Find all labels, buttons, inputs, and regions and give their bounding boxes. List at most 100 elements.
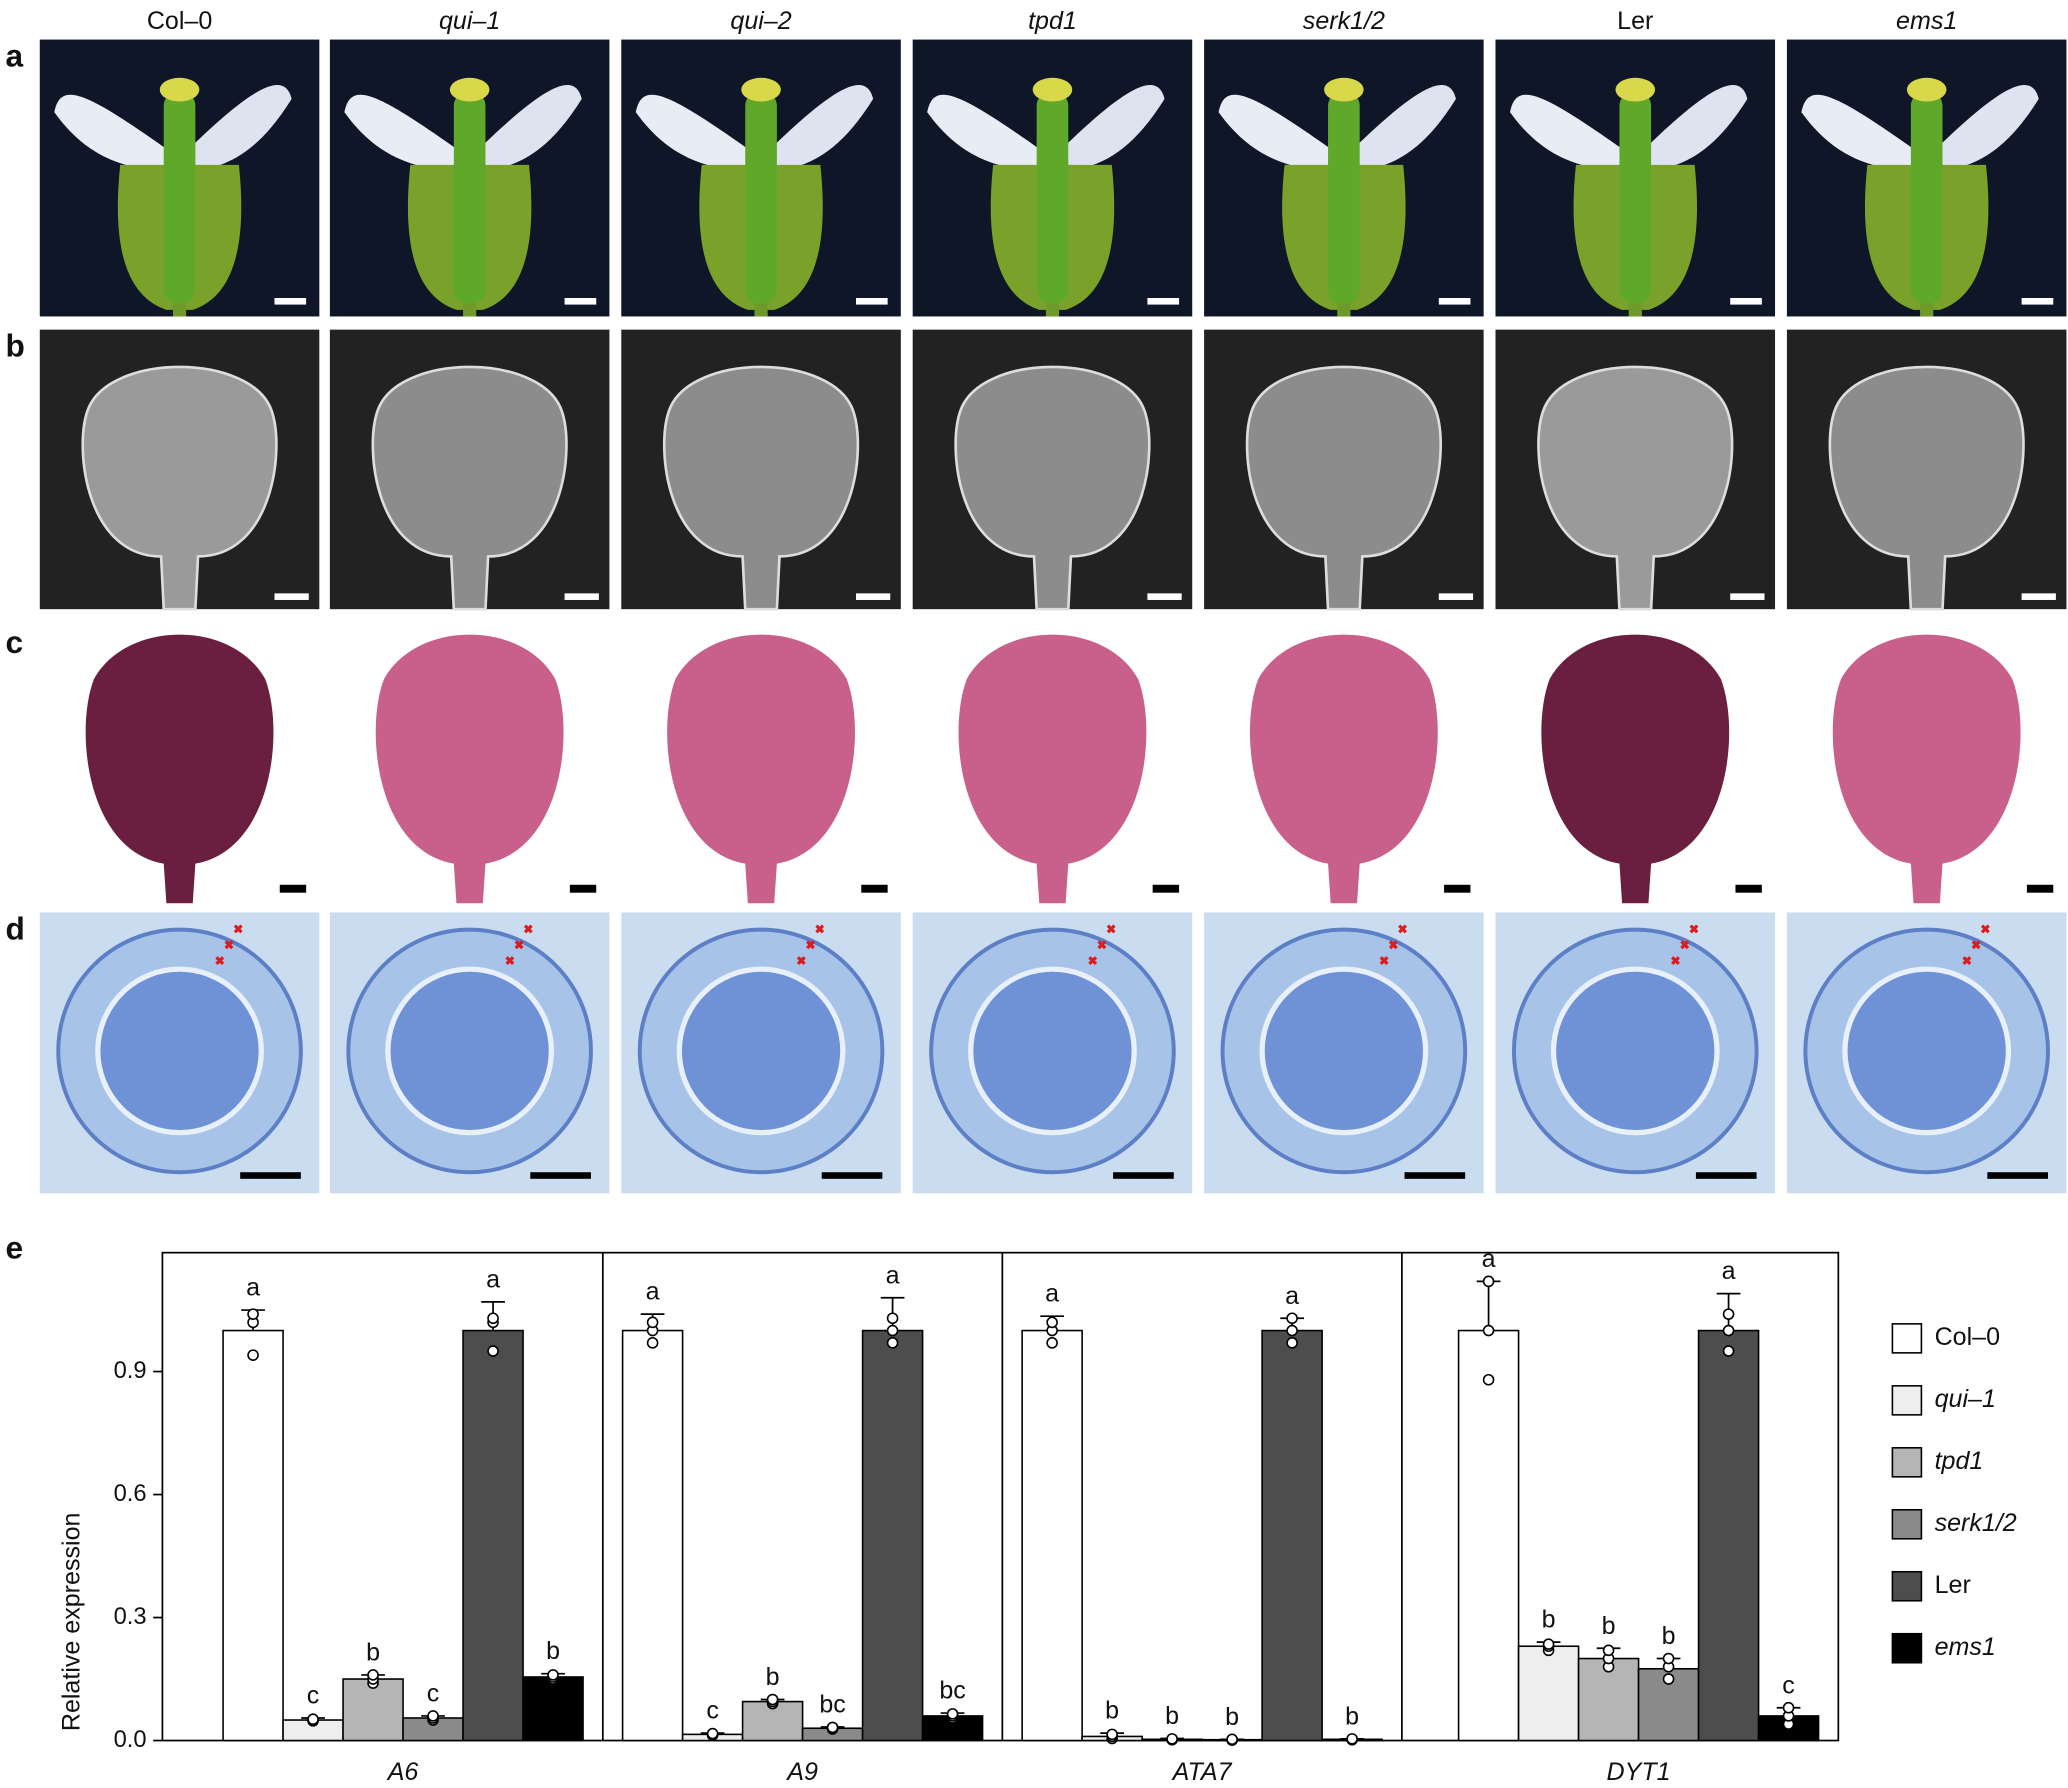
data-point <box>706 1727 719 1740</box>
stigma <box>449 77 490 102</box>
petal <box>179 84 292 172</box>
x-category-label: ATA7 <box>1171 1758 1233 1786</box>
data-point <box>1722 1345 1735 1357</box>
scale-bar <box>1438 593 1474 600</box>
significance-letter: c <box>307 1682 320 1710</box>
data-point <box>1046 1337 1058 1349</box>
anther <box>81 365 278 611</box>
pistil <box>163 92 196 304</box>
y-tick-label: 0.3 <box>114 1604 147 1630</box>
data-point <box>1226 1733 1238 1746</box>
scale-bar <box>1444 884 1471 893</box>
data-point <box>1542 1638 1555 1650</box>
significance-letter: b <box>1105 1697 1119 1725</box>
significance-letter: a <box>1045 1280 1059 1308</box>
y-tick-label: 0.9 <box>114 1358 147 1384</box>
column-label: Col–0 <box>147 7 212 35</box>
stigma <box>1615 77 1656 102</box>
significance-letter: a <box>1285 1282 1299 1310</box>
bar <box>1261 1329 1323 1742</box>
pistil <box>745 92 777 304</box>
data-point <box>1166 1733 1178 1745</box>
petal <box>1510 94 1636 172</box>
petal <box>927 94 1053 172</box>
data-point <box>1662 1652 1675 1665</box>
legend-swatch <box>1891 1508 1923 1540</box>
bar <box>861 1329 924 1742</box>
significance-letter: b <box>1542 1606 1556 1634</box>
pistil <box>1910 92 1943 304</box>
column-label: tpd1 <box>1028 7 1077 35</box>
stalk <box>754 303 768 317</box>
significance-letter: b <box>766 1663 780 1691</box>
stained-anther <box>958 634 1147 904</box>
data-point <box>367 1669 379 1681</box>
y-axis-label: Relative expression <box>57 1513 85 1732</box>
error-bar <box>1476 1280 1501 1331</box>
stained-anther <box>1249 634 1438 904</box>
data-point <box>1602 1644 1615 1657</box>
stained-anther <box>85 634 274 904</box>
petal <box>1218 94 1344 172</box>
pistil <box>1328 92 1360 304</box>
pistil <box>453 92 486 304</box>
scale-bar <box>1152 884 1180 893</box>
petal <box>761 84 874 172</box>
legend-swatch <box>1891 1385 1923 1416</box>
scale-bar <box>1695 1172 1757 1179</box>
data-point <box>1286 1312 1298 1325</box>
stalk <box>1045 303 1060 317</box>
data-point <box>1286 1324 1298 1337</box>
petal <box>344 94 470 172</box>
stigma <box>1324 77 1364 102</box>
panel-letter: d <box>6 910 25 946</box>
data-point <box>646 1316 659 1329</box>
data-point <box>487 1345 499 1357</box>
data-point <box>766 1693 779 1706</box>
anther <box>954 365 1151 611</box>
stigma <box>1906 77 1947 102</box>
data-point <box>826 1721 839 1734</box>
stained-anther <box>375 634 564 904</box>
data-point <box>487 1312 499 1325</box>
anther <box>1537 365 1734 611</box>
legend-label: serk1/2 <box>1935 1509 2017 1537</box>
anther <box>1245 365 1442 611</box>
panel-letter: b <box>6 327 25 363</box>
significance-letter: a <box>886 1261 900 1289</box>
anther <box>371 365 568 611</box>
bar <box>1517 1645 1580 1742</box>
scale-bar <box>1735 884 1762 893</box>
stalk <box>1337 303 1351 317</box>
significance-letter: a <box>646 1278 660 1306</box>
scale-bar <box>1987 1172 2048 1179</box>
column-label: qui–2 <box>730 7 791 35</box>
data-point <box>427 1710 439 1722</box>
data-point <box>1722 1308 1735 1320</box>
bar <box>1697 1329 1760 1742</box>
significance-letter: b <box>1602 1612 1616 1640</box>
scale-bar <box>1147 593 1182 600</box>
significance-letter: a <box>1722 1257 1736 1285</box>
anther <box>1828 365 2025 611</box>
petal <box>1801 94 1927 172</box>
scale-bar <box>1404 1172 1466 1179</box>
plot-frame <box>161 1251 1840 1742</box>
scale-bar <box>564 298 597 305</box>
legend-label: Col–0 <box>1935 1323 2000 1351</box>
data-point <box>886 1324 899 1337</box>
bar <box>522 1676 584 1742</box>
scale-bar <box>861 884 888 893</box>
significance-letter: b <box>366 1638 380 1666</box>
legend-label: ems1 <box>1935 1633 1996 1661</box>
data-point <box>547 1669 559 1681</box>
asterisks <box>1379 924 1408 966</box>
stalk <box>1628 303 1642 317</box>
locule <box>95 966 264 1136</box>
data-point <box>1106 1728 1118 1741</box>
scale-bar <box>1730 298 1762 305</box>
significance-letter: a <box>486 1265 500 1293</box>
asterisks <box>796 924 825 966</box>
legend-label: qui–1 <box>1935 1385 1996 1413</box>
petal <box>1635 84 1748 172</box>
